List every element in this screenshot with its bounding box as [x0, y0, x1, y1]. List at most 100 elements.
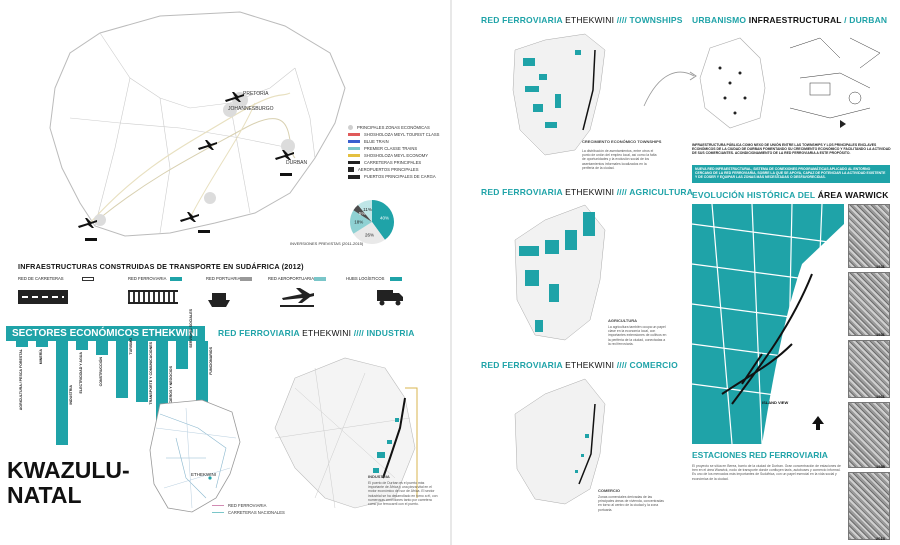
investment-chart-title: INVERSIONES PREVISTAS (2011-2015) — [290, 241, 364, 246]
truck-icon — [377, 290, 403, 306]
city-label-johannesburg: JOHANNESBURGO — [228, 106, 274, 112]
urbanismo-diagram — [699, 37, 881, 129]
historic-photo-1961 — [848, 340, 890, 398]
sector-bar-label: AGRICULTURA / PESCA FORESTAL — [19, 349, 23, 411]
sectors-bar-chart: AGRICULTURA / PESCA FORESTAL MINERÍA INDUS… — [6, 309, 213, 451]
kzn-map — [149, 399, 241, 513]
urbanismo-header: URBANISMO INFRAESTRUCTURAL / DURBAN — [692, 15, 888, 25]
sectors-title-bar: SECTORES ECONÓMICOS ETHEKWINI — [6, 326, 205, 341]
comercio-map — [514, 378, 606, 505]
sector-bar-label: SERVICIOS SOCIALES — [189, 309, 193, 349]
pie-slice — [353, 205, 372, 222]
sector-bar-label: TURISMO — [129, 337, 133, 355]
sector-bar — [16, 341, 28, 347]
pie-slice — [350, 210, 372, 234]
sector-bar-label: CONSTRUCCIÓN — [99, 357, 103, 387]
pie-slice-label: 5% — [359, 211, 366, 216]
plane-icon — [280, 288, 314, 307]
hubs-legend-swatch — [390, 277, 402, 281]
rail-legend-swatch — [170, 277, 182, 281]
pie-slice — [353, 222, 385, 244]
estaciones-text: El proyecto se sitúa en Berea, barrio de… — [692, 464, 841, 481]
infra-label-road: RED DE CARRETERAS — [18, 276, 64, 281]
historic-photo-1951 — [848, 272, 890, 336]
kzn-title-line1: KWAZULU- — [7, 457, 130, 483]
sector-bar-label: FUNCIONARIOS — [209, 347, 213, 375]
arrow-curve — [643, 71, 697, 107]
sectors-title: SECTORES ECONÓMICOS ETHEKWINI — [12, 328, 198, 339]
estaciones-header: ESTACIONES RED FERROVIARIA — [692, 450, 828, 460]
investment-chart: 40% 26% 18% 5%11% — [350, 200, 394, 244]
historic-photo-2013 — [848, 472, 890, 540]
year-label-1985: 1985 — [876, 464, 885, 469]
sector-bar-label: MINERÍA — [39, 349, 43, 365]
sector-bar — [36, 341, 48, 347]
agricultura-header: RED FERROVIARIA ETHEKWINI //// AGRICULTU… — [481, 187, 694, 197]
pie-slice-label: 18% — [354, 220, 363, 225]
infra-title: INFRAESTRUCTURAS CONSTRUIDAS DE TRANSPOR… — [18, 262, 304, 271]
ship-icon — [208, 293, 230, 307]
historic-photo-1931 — [848, 204, 890, 268]
infra-icons-row: RED DE CARRETERAS RED FERROVIARIA RED PO… — [18, 276, 428, 312]
legend-row: CARRETERAS PRINCIPALES — [348, 159, 439, 166]
townships-text: La distribución de asentamientos, entre … — [582, 149, 657, 170]
legend-row: PREMIER CLASSE TRAINS — [348, 145, 439, 152]
year-label-1961: 1961 — [876, 394, 885, 399]
pie-slice — [357, 200, 372, 222]
industria-header: RED FERROVIARIA ETHEKWINI //// INDUSTRIA — [218, 328, 415, 338]
urbanismo-text: INFRAESTRUCTURA PÚBLICA COMO NEXO DE UNI… — [692, 143, 891, 156]
sector-bar — [56, 341, 68, 445]
railway-icon — [128, 290, 178, 304]
sector-bar-label: ELECTRICIDAD Y AGUA — [79, 352, 83, 394]
infra-label-rail: RED FERROVIARIA — [128, 276, 167, 281]
year-label-1951: 1951 — [876, 332, 885, 337]
legend-row: PRINCIPALES ZONAS ECONÓMICAS — [348, 124, 439, 131]
island-view-label: ISLAND VIEW — [762, 400, 789, 405]
legend-row: SHOSHOLOZA MEYL ECONOMY — [348, 152, 439, 159]
infra-label-port: RED PORTUARIA — [206, 276, 241, 281]
map-legend: PRINCIPALES ZONAS ECONÓMICAS SHOSHOLOZA … — [348, 124, 439, 180]
port-legend-swatch — [240, 277, 252, 281]
road-legend-swatch — [82, 277, 94, 281]
infra-label-hubs: HUBS LOGÍSTICOS — [346, 276, 385, 281]
kzn-title: KWAZULU- NATAL — [7, 458, 130, 508]
townships-map — [512, 33, 606, 156]
sector-bar — [116, 341, 128, 398]
legend-row: BLUE TRAIN — [348, 138, 439, 145]
legend-row: PUERTOS PRINCIPALES DE CARGA — [348, 173, 439, 180]
comercio-caption: COMERCIO — [598, 488, 620, 493]
sector-bar — [196, 341, 208, 408]
south-africa-map — [49, 11, 346, 241]
kzn-title-line2: NATAL — [7, 482, 82, 508]
sector-bar — [96, 341, 108, 356]
sector-bar — [136, 341, 148, 403]
townships-header: RED FERROVIARIA ETHEKWINI //// TOWNSHIPS — [481, 15, 683, 25]
industria-text: El puerto de Durban es el puerto más imp… — [368, 481, 438, 507]
sector-bar — [76, 341, 88, 351]
industria-map — [274, 357, 418, 509]
warwick-header: EVOLUCIÓN HISTÓRICA DEL ÁREA WARWICK — [692, 190, 889, 200]
comercio-header: RED FERROVIARIA ETHEKWINI //// COMERCIO — [481, 360, 678, 370]
city-label-pretoria: PRETORIA — [243, 91, 269, 97]
road-icon — [18, 290, 68, 304]
year-label-2013: 2013 — [876, 536, 885, 541]
warwick-map — [692, 204, 844, 444]
kzn-legend: RED FERROVIARIA CARRETERAS NACIONALES — [212, 502, 285, 516]
airport-legend-swatch — [314, 277, 326, 281]
historic-photo-1985 — [848, 402, 890, 468]
agricultura-map — [514, 204, 606, 341]
urbanismo-banner: NUEVA RED INFRAESTRUCTURAL, SISTEMA DE C… — [692, 165, 890, 183]
sector-bar-label: TRANSPORTE Y COMUNICACIONES — [149, 342, 153, 406]
year-label-1931: 1931 — [876, 264, 885, 269]
pie-slice-label: 11% — [363, 207, 372, 212]
sector-bar — [176, 341, 188, 370]
comercio-text: Zonas comerciales derivadas de las princ… — [598, 495, 664, 512]
kzn-ethekwini-label: ETHEKWINI — [191, 472, 217, 477]
pie-slice — [372, 200, 394, 240]
industria-caption: INDUSTRIA — [368, 474, 390, 479]
sector-bar-label: INDUSTRIA — [69, 385, 73, 405]
pie-slice-label: 26% — [365, 232, 374, 237]
agricultura-text: La agricultura también ocupa un papel cl… — [608, 325, 667, 346]
legend-row: AEROPUERTOS PRINCIPALES — [348, 166, 439, 173]
city-label-durban: DURBAN — [286, 160, 308, 166]
